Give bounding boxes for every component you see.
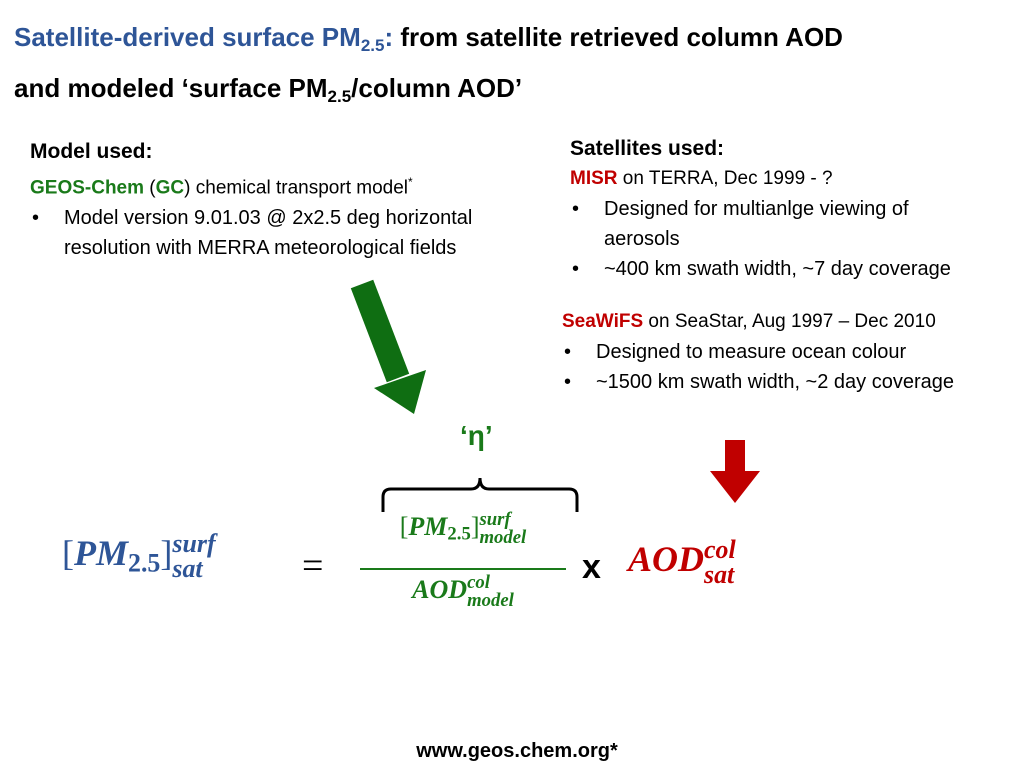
numerator: [PM2.5] surf model [360, 509, 566, 548]
text: on SeaStar, Aug 1997 – Dec 2010 [643, 311, 936, 332]
bullet: Designed to measure ocean colour [562, 337, 1022, 367]
subscript: sat [172, 553, 203, 583]
equation-rhs: AOD col sat [628, 535, 736, 589]
title-text: Satellite-derived surface PM [14, 22, 361, 52]
text: ) chemical transport model [184, 177, 409, 199]
heading: Satellites used: [570, 137, 725, 160]
green-arrow-head [374, 370, 426, 414]
superscript: col [467, 572, 490, 593]
title-text: from satellite retrieved column AOD [393, 22, 843, 52]
subscript: 2.5 [128, 548, 161, 578]
heading: Model used: [30, 140, 153, 163]
satellites-section: Satellites used: MISR on TERRA, Dec 1999… [570, 134, 1020, 284]
green-arrow-shaft [350, 279, 410, 383]
superscript: surf [172, 529, 216, 559]
symbol: AOD [628, 539, 705, 579]
symbol: PM [74, 533, 128, 573]
subscript: 2.5 [447, 523, 471, 545]
eta-label: ‘η’ [460, 420, 493, 451]
footnote-mark: * [408, 175, 413, 189]
bullet: Model version 9.01.03 @ 2x2.5 deg horizo… [30, 203, 554, 263]
model-name: GEOS-Chem [30, 177, 145, 199]
subscript: model [479, 526, 527, 548]
symbol: AOD [412, 574, 468, 604]
title-text: and modeled ‘surface PM [14, 73, 328, 103]
subscript: sat [704, 559, 735, 589]
title: Satellite-derived surface PM2.5: from sa… [14, 16, 843, 118]
text: on TERRA, Dec 1999 - ? [617, 168, 833, 189]
title-text: /column AOD’ [351, 73, 523, 103]
footer: www.geos.chem.org* [416, 740, 618, 762]
satellite-name: SeaWiFS [562, 311, 644, 332]
bullet: ~400 km swath width, ~7 day coverage [570, 254, 1020, 284]
superscript: surf [479, 509, 511, 530]
bullet: ~1500 km swath width, ~2 day coverage [562, 367, 1022, 397]
bullet: Designed for multianlge viewing of aeros… [570, 194, 984, 254]
brace [381, 477, 579, 512]
times: x [582, 548, 601, 586]
subscript: model [467, 589, 514, 611]
red-arrow-head [710, 471, 760, 503]
bracket: [ [62, 533, 74, 573]
bracket: [ [399, 511, 409, 541]
red-arrow-shaft [725, 440, 745, 472]
satellite-name: MISR [570, 168, 618, 189]
model-abbrev: GC [155, 177, 185, 199]
equals: = [302, 545, 324, 587]
denominator: AOD col model [360, 572, 566, 611]
equation-lhs: [PM2.5] surf sat [62, 529, 216, 583]
satellite-seawifs: SeaWiFS on SeaStar, Aug 1997 – Dec 2010 … [562, 307, 1022, 397]
title-subscript: 2.5 [360, 36, 385, 55]
symbol: PM [408, 511, 448, 541]
model-section: Model used: GEOS-Chem (GC) chemical tran… [30, 137, 550, 263]
bracket: ] [470, 511, 480, 541]
title-subscript: 2.5 [327, 87, 352, 106]
title-text: : [384, 22, 394, 52]
superscript: col [704, 535, 736, 565]
text: ( [144, 177, 156, 199]
bracket: ] [160, 533, 173, 573]
